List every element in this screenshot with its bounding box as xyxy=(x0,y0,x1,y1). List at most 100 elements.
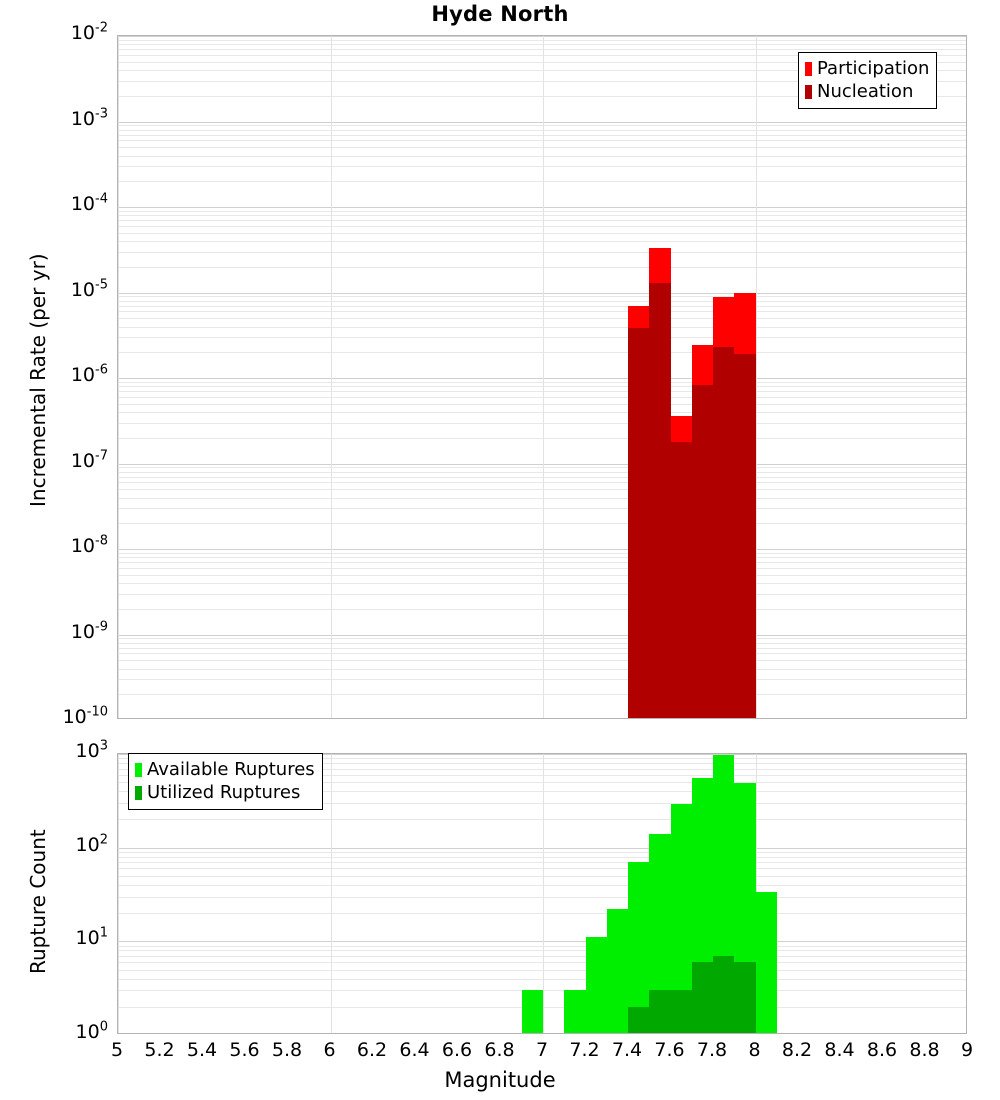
bar xyxy=(734,783,756,1033)
gridline-horizontal xyxy=(118,296,966,298)
bar-segment xyxy=(628,328,650,718)
x-axis-tick-label: 7.2 xyxy=(569,1039,600,1061)
bar-segment xyxy=(649,282,671,718)
y-axis-tick-label: 10-8 xyxy=(70,533,108,557)
gridline-horizontal xyxy=(118,557,966,559)
gridline-horizontal xyxy=(118,851,966,853)
y-axis-tick-label: 10-5 xyxy=(70,277,108,301)
gridline-horizontal xyxy=(118,220,966,222)
gridline-horizontal xyxy=(118,95,966,97)
bar xyxy=(649,248,671,718)
gridline-horizontal xyxy=(118,754,966,755)
gridline-vertical xyxy=(331,36,332,718)
gridline-horizontal xyxy=(118,437,966,439)
x-axis-tick-label: 8.6 xyxy=(866,1039,898,1061)
bar-segment xyxy=(734,354,756,718)
gridline-horizontal xyxy=(118,950,966,952)
gridline-horizontal xyxy=(118,647,966,649)
x-axis-tick-label: 6.6 xyxy=(441,1039,473,1061)
x-axis-tick-label: 7 xyxy=(535,1039,549,1061)
gridline-horizontal xyxy=(118,884,966,886)
y-axis-tick-label: 10-10 xyxy=(62,704,108,728)
gridline-horizontal xyxy=(118,337,966,339)
y-axis-tick-label: 10-2 xyxy=(70,20,108,44)
gridline-horizontal xyxy=(118,166,966,168)
gridline-horizontal xyxy=(118,61,966,63)
page-title: Hyde North xyxy=(431,2,569,26)
x-axis-tick-label: 8.8 xyxy=(909,1039,940,1061)
gridline-horizontal xyxy=(118,215,966,217)
gridline-horizontal xyxy=(118,768,966,770)
bar-segment xyxy=(649,990,671,1033)
bar xyxy=(670,415,692,718)
gridline-vertical xyxy=(118,36,119,718)
y-axis-label-bottom: Rupture Count xyxy=(26,828,50,974)
gridline-horizontal xyxy=(118,125,966,127)
legend-item: Nucleation xyxy=(805,80,929,103)
bar-segment xyxy=(670,990,692,1033)
gridline-horizontal xyxy=(118,54,966,56)
gridline-horizontal xyxy=(118,552,966,554)
bar-segment xyxy=(713,347,735,718)
incremental-rate-plot xyxy=(117,35,967,719)
gridline-horizontal xyxy=(118,210,966,212)
gridline-horizontal xyxy=(118,49,966,51)
x-axis-tick-label: 9 xyxy=(960,1039,974,1061)
bar xyxy=(691,345,713,718)
gridline-horizontal xyxy=(118,634,966,636)
gridline-horizontal xyxy=(118,266,966,268)
x-axis-tick-label: 6.4 xyxy=(399,1039,430,1061)
gridline-horizontal xyxy=(118,549,966,550)
x-axis-tick-label: 7.6 xyxy=(654,1039,685,1061)
bar xyxy=(713,754,735,1033)
gridline-horizontal xyxy=(118,39,966,41)
gridline-horizontal xyxy=(118,155,966,157)
gridline-horizontal xyxy=(118,758,966,760)
legend-swatch-icon xyxy=(135,762,142,777)
x-axis-tick-label: 5.8 xyxy=(271,1039,303,1061)
gridline-horizontal xyxy=(118,856,966,858)
x-axis-tick-label: 5 xyxy=(110,1039,124,1061)
gridline-horizontal xyxy=(118,642,966,644)
y-axis-tick-label: 103 xyxy=(75,738,108,762)
gridline-horizontal xyxy=(118,241,966,243)
bar-segment xyxy=(691,962,713,1033)
gridline-vertical xyxy=(543,36,544,718)
gridline-horizontal xyxy=(118,523,966,525)
y-axis-tick-label: 10-7 xyxy=(70,448,108,472)
gridline-horizontal xyxy=(118,181,966,183)
y-axis-tick-label: 101 xyxy=(75,926,108,950)
gridline-horizontal xyxy=(118,292,966,294)
gridline-horizontal xyxy=(118,608,966,610)
gridlines-top xyxy=(118,36,966,718)
legend-label: Nucleation xyxy=(817,80,914,102)
gridline-vertical xyxy=(331,754,332,1033)
gridline-horizontal xyxy=(118,782,966,784)
bar xyxy=(628,861,650,1033)
gridline-horizontal xyxy=(118,378,966,379)
gridline-horizontal xyxy=(118,147,966,149)
legend-label: Utilized Ruptures xyxy=(147,781,301,803)
y-axis-label-top: Incremental Rate (per yr) xyxy=(26,253,50,507)
gridline-horizontal xyxy=(118,352,966,354)
gridline-horizontal xyxy=(118,941,966,943)
gridline-horizontal xyxy=(118,207,966,208)
gridline-horizontal xyxy=(118,763,966,765)
y-axis-tick-label: 10-9 xyxy=(70,619,108,643)
gridline-horizontal xyxy=(118,660,966,662)
bar xyxy=(691,777,713,1033)
gridline-horizontal xyxy=(118,422,966,424)
x-axis-tick-label: 8 xyxy=(748,1039,761,1061)
gridline-horizontal xyxy=(118,802,966,804)
bar-series-top xyxy=(118,36,966,718)
bar-series-bottom xyxy=(118,754,966,1033)
x-axis-tick-label: 7.4 xyxy=(611,1039,643,1061)
gridline-vertical xyxy=(118,754,119,1033)
gridline-horizontal xyxy=(118,403,966,405)
gridline-horizontal xyxy=(118,862,966,864)
gridline-horizontal xyxy=(118,225,966,227)
gridline-horizontal xyxy=(118,300,966,302)
bar-segment xyxy=(691,384,713,718)
gridline-horizontal xyxy=(118,386,966,388)
gridline-horizontal xyxy=(118,868,966,870)
